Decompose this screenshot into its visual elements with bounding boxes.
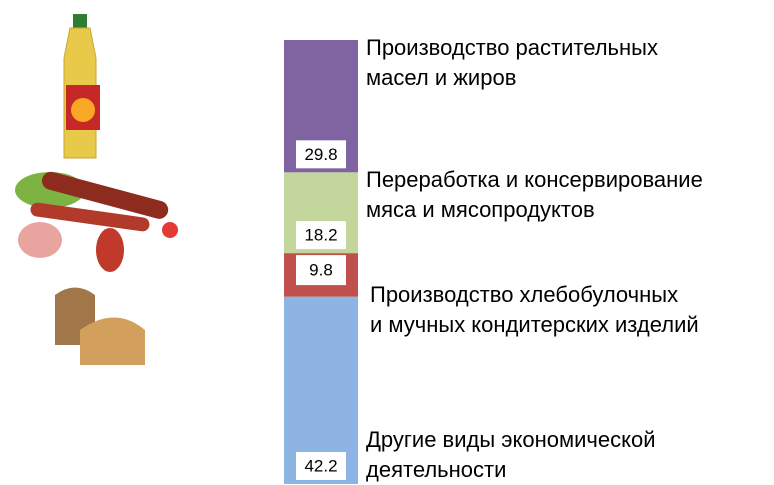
value-label: 18.2 bbox=[304, 226, 337, 245]
oil-bottle-picture bbox=[63, 14, 100, 159]
bread-picture bbox=[55, 287, 145, 365]
segment-name: Другие виды экономической деятельности bbox=[366, 427, 656, 482]
value-label-box bbox=[296, 140, 346, 169]
value-label: 29.8 bbox=[304, 145, 337, 164]
segment-name: Производство растительных масел и жиров bbox=[366, 35, 658, 90]
segment-name: Переработка и консервирование мяса и мяс… bbox=[366, 167, 703, 222]
value-label-box bbox=[296, 221, 346, 250]
segment-name: Производство хлебобулочных и мучных конд… bbox=[370, 282, 699, 337]
value-label: 9.8 bbox=[309, 261, 333, 280]
value-label: 42.2 bbox=[304, 456, 337, 475]
value-label-box bbox=[296, 255, 346, 286]
meat-picture bbox=[15, 171, 178, 272]
value-label-box bbox=[296, 452, 346, 480]
